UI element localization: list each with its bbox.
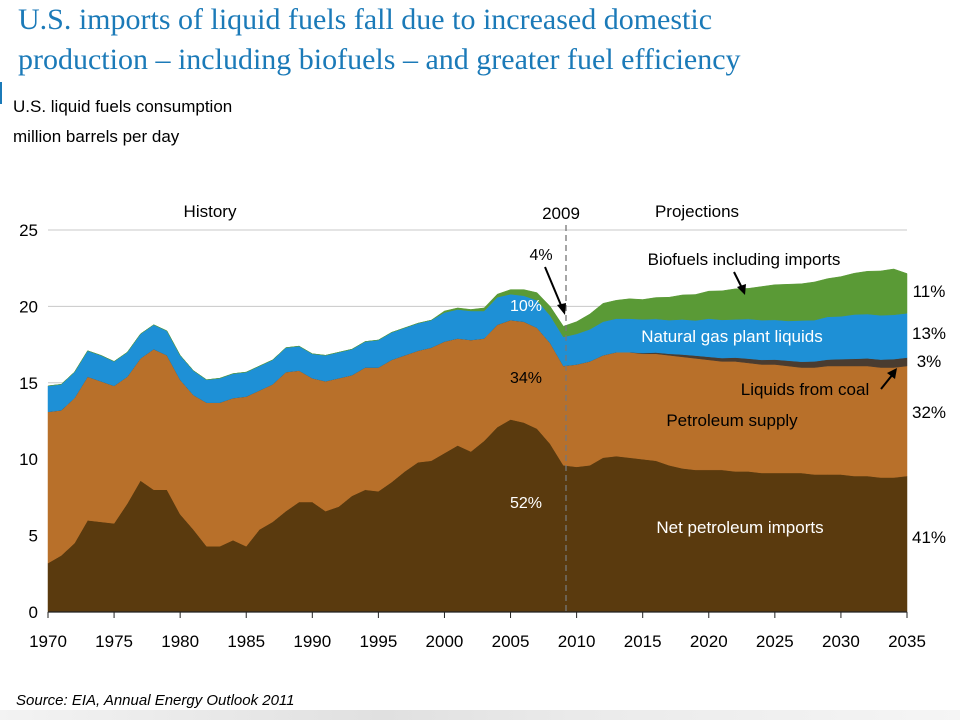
pointer-arrow-coal (880, 373, 894, 390)
chart-units: million barrels per day (13, 127, 180, 146)
x-tick-label: 1980 (161, 632, 199, 651)
y-tick-label: 25 (19, 221, 38, 240)
pct-ngpl-2035: 13% (912, 324, 946, 343)
title-accent-bar (0, 82, 2, 104)
pct-coal-2035: 3% (917, 352, 942, 371)
footer-band (0, 710, 960, 720)
label-biofuels: Biofuels including imports (648, 250, 841, 269)
label-imports: Net petroleum imports (656, 518, 823, 537)
label-ngpl: Natural gas plant liquids (641, 327, 822, 346)
divider-year-label: 2009 (542, 204, 580, 223)
y-tick-label: 20 (19, 297, 38, 316)
x-tick-label: 2020 (690, 632, 728, 651)
x-tick-label: 1975 (95, 632, 133, 651)
history-label: History (184, 202, 237, 221)
pct-biofuels-2009: 4% (529, 247, 552, 264)
title-line-2: production – including biofuels – and gr… (18, 43, 741, 76)
pct-ngpl-2009: 10% (510, 298, 542, 315)
x-tick-label: 2025 (756, 632, 794, 651)
pointer-arrowhead-biofuels-2009 (557, 303, 566, 315)
pct-imports-2035: 41% (912, 528, 946, 547)
x-tick-label: 1995 (359, 632, 397, 651)
y-tick-label: 5 (29, 527, 38, 546)
projections-label: Projections (655, 202, 739, 221)
series-area-biofuels-including-imports (47, 268, 908, 387)
pct-biofuels-2035: 11% (913, 282, 946, 301)
title-line-1: U.S. imports of liquid fuels fall due to… (18, 3, 713, 36)
pointer-arrow-biofuels (733, 271, 743, 289)
x-tick-label: 1985 (227, 632, 265, 651)
x-tick-label: 2010 (558, 632, 596, 651)
label-petroleum: Petroleum supply (666, 411, 798, 430)
pct-imports-2009: 52% (510, 495, 542, 512)
x-tick-label: 2015 (624, 632, 662, 651)
pct-petroleum-2009: 34% (510, 370, 542, 387)
pointer-arrowhead-biofuels (737, 284, 746, 295)
x-tick-label: 2030 (822, 632, 860, 651)
annotations: History Projections 2009 4% 10% 34% 52% … (184, 202, 946, 612)
x-tick-label: 2035 (888, 632, 926, 651)
x-tick-label: 2000 (426, 632, 464, 651)
y-tick-label: 0 (29, 603, 38, 622)
pct-petroleum-2035: 32% (912, 403, 946, 422)
chart-subtitle: U.S. liquid fuels consumption (13, 97, 233, 116)
stacked-areas (47, 268, 908, 613)
y-tick-label: 15 (19, 374, 38, 393)
y-tick-label: 10 (19, 450, 38, 469)
pointer-arrowhead-coal (887, 368, 897, 379)
slide-title: U.S. imports of liquid fuels fall due to… (18, 0, 948, 80)
x-tick-label: 2005 (492, 632, 530, 651)
x-tick-label: 1970 (29, 632, 67, 651)
pointer-arrow-biofuels-2009 (544, 266, 564, 311)
x-tick-label: 1990 (293, 632, 331, 651)
label-coal: Liquids from coal (741, 380, 870, 399)
source-note: Source: EIA, Annual Energy Outlook 2011 (16, 692, 295, 709)
